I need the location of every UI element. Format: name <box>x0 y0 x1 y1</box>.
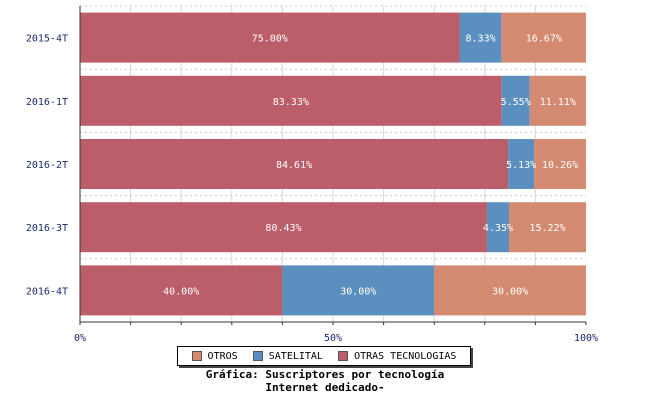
bar-segment-otras-tecnologias <box>80 139 509 189</box>
bar-segment-otras-tecnologias <box>80 75 502 126</box>
legend-swatch <box>338 351 349 361</box>
bar-segment-otros <box>529 75 586 126</box>
data-label: 84.61% <box>276 160 312 171</box>
bar-segment-satelital <box>501 75 530 126</box>
legend-swatch <box>191 351 202 361</box>
data-label: 16.67% <box>526 34 562 45</box>
legend: OTROS SATELITAL OTRAS TECNOLOGIAS <box>177 346 471 366</box>
data-label: 15.22% <box>529 223 565 234</box>
caption-line-2: Internet dedicado- <box>265 381 385 394</box>
data-label: 8.33% <box>466 34 496 45</box>
data-label: 10.26% <box>542 160 578 171</box>
bar-segment-satelital <box>282 265 435 316</box>
x-tick-label: 50% <box>324 333 342 344</box>
data-label: 80.43% <box>265 223 301 234</box>
bar-segment-satelital <box>508 139 535 189</box>
legend-label: OTRAS TECNOLOGIAS <box>354 350 457 362</box>
bars-group <box>80 12 586 316</box>
data-label: 11.11% <box>540 97 576 108</box>
x-tick-label: 100% <box>574 333 598 344</box>
data-label: 30.00% <box>492 286 528 297</box>
data-label: 40.00% <box>163 286 199 297</box>
bar-segment-satelital <box>486 202 509 253</box>
category-label: 2016-3T <box>26 223 68 234</box>
bar-segment-otros <box>508 202 586 253</box>
legend-item: SATELITAL <box>252 350 323 362</box>
category-label: 2016-1T <box>26 97 68 108</box>
legend-item: OTROS <box>191 350 238 362</box>
category-label: 2016-2T <box>26 160 68 171</box>
legend-label: OTROS <box>207 350 238 362</box>
legend-swatch <box>252 351 263 361</box>
legend-item: OTRAS TECNOLOGIAS <box>338 351 456 362</box>
bar-segment-otros <box>501 12 586 63</box>
bar-segment-otros <box>534 139 586 189</box>
bar-segment-otras-tecnologias <box>80 265 283 316</box>
data-label: 4.35% <box>483 223 513 234</box>
data-label: 30.00% <box>340 286 376 297</box>
data-label: 5.13% <box>506 160 536 171</box>
caption-line-1: Gráfica: Suscriptores por tecnología <box>205 368 445 381</box>
bar-segment-satelital <box>459 12 502 63</box>
x-tick-label: 0% <box>74 333 86 344</box>
legend-label: SATELITAL <box>268 350 323 362</box>
category-label: 2016-4T <box>26 286 68 297</box>
chart-caption: Gráfica: Suscriptores por tecnología Int… <box>0 368 650 394</box>
axes-group: 2015-4T 2016-1T 2016-2T 2016-3T 2016-4T 0% 50%… <box>26 6 598 344</box>
bar-segment-otras-tecnologias <box>80 12 460 63</box>
bar-segment-otras-tecnologias <box>80 202 487 253</box>
data-label: 75.00% <box>252 34 288 45</box>
stacked-bar-chart: 75.00% 8.33% 16.67% 83.33% 5.55% 11.11% 84.61%… <box>26 5 598 344</box>
bar-segment-otros <box>434 265 586 316</box>
data-labels-group: 75.00% 8.33% 16.67% 83.33% 5.55% 11.11% 84.61%… <box>163 34 578 298</box>
data-label: 83.33% <box>273 97 309 108</box>
category-label: 2015-4T <box>26 34 68 45</box>
data-label: 5.55% <box>501 97 531 108</box>
